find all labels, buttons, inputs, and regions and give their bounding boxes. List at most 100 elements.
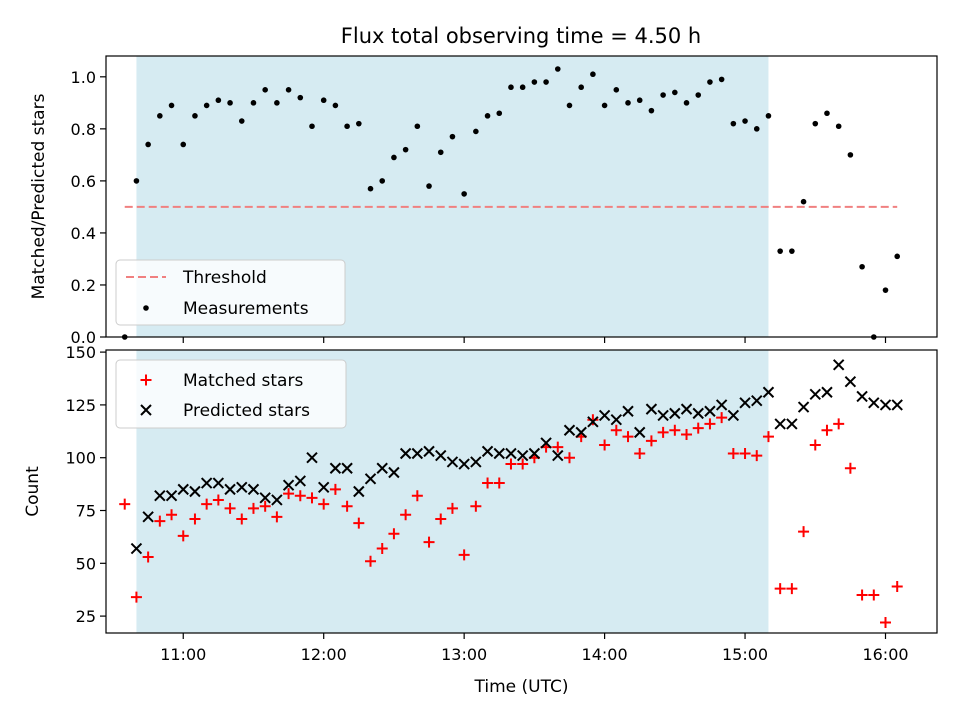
measurement-point xyxy=(590,71,596,78)
predicted-point xyxy=(563,424,576,436)
x-tick-label: 15:00 xyxy=(722,645,768,664)
top-y-tick-label: 1.0 xyxy=(71,68,96,87)
matched-point xyxy=(868,589,880,601)
top-y-tick-label: 0.4 xyxy=(71,224,96,243)
legend-matched-label: Matched stars xyxy=(183,371,303,391)
matched-point xyxy=(880,616,892,628)
predicted-point xyxy=(212,477,225,489)
legend-bottom: Matched stars Predicted stars xyxy=(115,359,347,429)
top-y-tick-label: 0.8 xyxy=(71,120,96,139)
measurement-point xyxy=(496,110,503,117)
measurement-point xyxy=(707,79,713,85)
bottom-y-tick-label: 50 xyxy=(76,554,96,573)
predicted-point xyxy=(797,401,810,413)
legend-top: Threshold Measurements xyxy=(115,259,346,326)
chart-title: Flux total observing time = 4.50 h xyxy=(341,24,701,48)
measurement-point xyxy=(320,97,327,104)
legend-predicted-label: Predicted stars xyxy=(183,401,310,421)
matched-point xyxy=(166,509,178,521)
measurement-point xyxy=(566,102,573,109)
measurement-point xyxy=(601,102,608,109)
bottom-y-tick-label: 125 xyxy=(65,396,96,415)
predicted-point xyxy=(247,483,260,496)
predicted-point xyxy=(189,485,201,498)
predicted-point xyxy=(435,449,447,462)
top-y-axis-label: Matched/Predicted stars xyxy=(29,93,49,299)
legend-measurements-swatch xyxy=(143,305,149,311)
top-panel: 0.0 0.2 0.4 0.6 0.8 1.0 Matched/Predicted star… xyxy=(29,55,938,347)
x-tick-label: 16:00 xyxy=(862,645,908,664)
matched-point xyxy=(423,536,435,548)
matched-point xyxy=(751,450,763,462)
bottom-y-tick-label: 150 xyxy=(65,343,96,362)
matched-point xyxy=(563,452,575,464)
measurement-point xyxy=(297,94,304,101)
matched-point xyxy=(798,526,810,538)
measurement-point xyxy=(777,248,783,254)
predicted-point xyxy=(364,473,377,485)
measurement-point xyxy=(192,113,198,119)
measurement-point xyxy=(473,128,479,135)
matched-point xyxy=(294,490,306,502)
measurement-point xyxy=(285,87,292,93)
measurement-point xyxy=(262,87,268,93)
measurement-point xyxy=(847,152,854,158)
predicted-point xyxy=(715,399,728,411)
matched-point xyxy=(587,414,599,426)
bottom-y-axis-label: Count xyxy=(23,466,43,517)
matched-point xyxy=(762,431,774,443)
measurement-point xyxy=(437,149,444,156)
predicted-point xyxy=(598,409,611,422)
matched-point xyxy=(388,528,400,540)
predicted-point xyxy=(516,449,529,462)
predicted-point xyxy=(762,386,775,398)
matched-point xyxy=(329,483,341,495)
predicted-point xyxy=(645,403,658,415)
measurement-point xyxy=(531,79,538,85)
top-y-tick-label: 0.0 xyxy=(71,328,96,347)
measurement-point xyxy=(414,123,421,130)
matched-point xyxy=(119,498,131,510)
x-tick-label: 11:00 xyxy=(160,645,206,664)
matched-point xyxy=(657,426,669,438)
matched-point xyxy=(411,490,423,502)
measurement-point xyxy=(203,102,210,109)
matched-point xyxy=(493,477,505,489)
measurement-point xyxy=(625,100,631,106)
predicted-point xyxy=(879,399,892,411)
predicted-point xyxy=(540,437,552,449)
measurement-point xyxy=(344,123,350,130)
matched-point xyxy=(458,549,470,561)
measurement-point xyxy=(660,92,666,98)
measurement-point xyxy=(859,263,865,270)
matched-point xyxy=(189,513,201,525)
predicted-point xyxy=(259,492,271,504)
top-axes-frame xyxy=(105,55,938,338)
x-tick-label: 13:00 xyxy=(441,645,487,664)
measurement-point xyxy=(695,92,702,98)
measurement-point xyxy=(835,123,842,130)
predicted-point xyxy=(294,475,306,487)
predicted-point xyxy=(282,479,295,491)
measurement-point xyxy=(554,66,561,72)
matched-point xyxy=(177,530,189,542)
predicted-point xyxy=(154,490,166,502)
matched-point xyxy=(645,435,657,447)
predicted-point xyxy=(376,462,388,474)
predicted-point xyxy=(727,409,740,422)
matched-point xyxy=(844,462,856,474)
predicted-point xyxy=(809,388,821,401)
matched-point xyxy=(130,591,142,603)
predicted-point xyxy=(832,359,845,371)
matched-point xyxy=(247,502,259,514)
measurement-point xyxy=(238,118,245,124)
bottom-y-tick-label: 100 xyxy=(65,449,96,468)
measurement-point xyxy=(356,120,362,127)
predicted-point xyxy=(704,405,716,417)
matched-point xyxy=(727,447,739,459)
predicted-point xyxy=(423,445,435,458)
predicted-point xyxy=(130,542,143,555)
matched-point xyxy=(833,418,845,430)
matched-point xyxy=(341,500,353,512)
predicted-point xyxy=(236,481,248,493)
